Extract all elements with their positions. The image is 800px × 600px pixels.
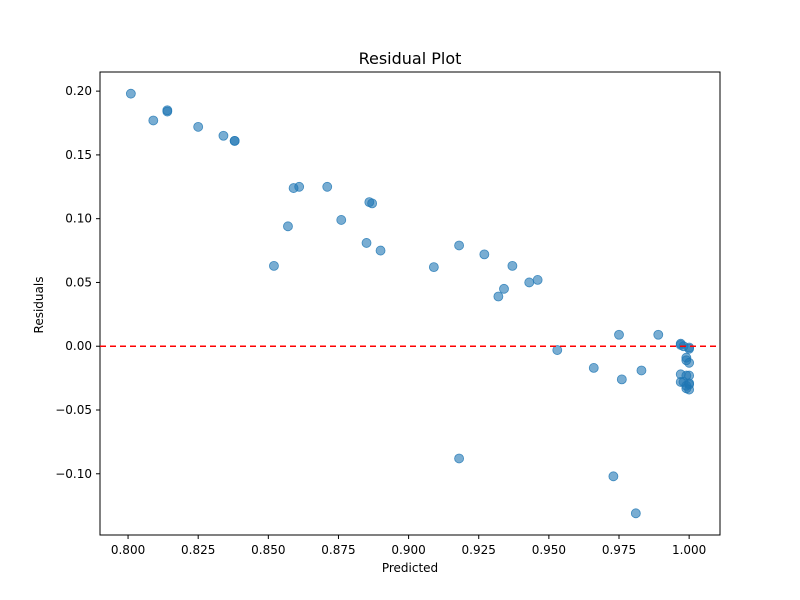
- scatter-point: [499, 283, 509, 294]
- x-tick-label: 0.875: [321, 543, 355, 557]
- x-tick-label: 0.800: [111, 543, 145, 557]
- scatter-point: [336, 215, 347, 225]
- scatter-point: [616, 374, 627, 385]
- scatter-point: [552, 345, 563, 355]
- x-axis: 0.800 0.825 0.850 0.875 0.900 0.925 0.950 0.975…: [111, 535, 706, 557]
- scatter-point: [294, 181, 305, 192]
- plot-area: [99, 71, 721, 536]
- x-tick-label: 0.825: [181, 543, 215, 557]
- y-axis-label: Residuals: [32, 277, 46, 334]
- scatter-point: [524, 277, 535, 288]
- scatter-point: [322, 181, 333, 192]
- scatter-point: [636, 365, 647, 376]
- x-axis-label: Predicted: [382, 561, 438, 575]
- x-tick-label: 1.000: [672, 543, 706, 557]
- scatter-point: [507, 260, 518, 271]
- scatter-point: [684, 378, 695, 389]
- scatter-point: [361, 238, 372, 248]
- scatter-point: [588, 363, 599, 373]
- scatter-point: [375, 245, 386, 256]
- y-tick-label: −0.10: [55, 467, 92, 481]
- scatter-point: [454, 240, 464, 251]
- scatter-point: [229, 135, 240, 146]
- y-axis: 0.20 0.15 0.10 0.05 0.00 −0.05 −0.10: [55, 84, 100, 481]
- scatter-point: [125, 88, 136, 99]
- y-tick-label: −0.05: [55, 403, 92, 417]
- scatter-point: [454, 453, 464, 464]
- scatter-point: [148, 115, 159, 126]
- scatter-point: [684, 342, 695, 353]
- scatter-point: [608, 471, 619, 482]
- scatter-point: [630, 508, 641, 519]
- x-tick-label: 0.900: [391, 543, 425, 557]
- scatter-point: [367, 198, 378, 209]
- scatter-point: [532, 275, 543, 285]
- y-tick-label: 0.15: [65, 148, 92, 162]
- x-tick-label: 0.975: [602, 543, 636, 557]
- scatter-point: [653, 329, 664, 340]
- y-tick-label: 0.10: [65, 212, 92, 226]
- scatter-point: [684, 357, 695, 368]
- x-tick-label: 0.850: [251, 543, 285, 557]
- scatter-point: [493, 291, 504, 302]
- chart-title: Residual Plot: [359, 49, 462, 68]
- y-tick-label: 0.05: [65, 275, 92, 289]
- y-tick-label: 0.00: [65, 339, 92, 353]
- scatter-point: [193, 121, 204, 132]
- y-tick-label: 0.20: [65, 84, 92, 98]
- scatter-point: [428, 262, 439, 273]
- x-tick-label: 0.925: [462, 543, 496, 557]
- scatter-point: [283, 221, 293, 232]
- axes-frame: [99, 71, 721, 536]
- x-tick-label: 0.950: [532, 543, 566, 557]
- scatter-point: [479, 249, 490, 260]
- scatter-point: [614, 329, 624, 340]
- scatter-point: [162, 106, 173, 117]
- scatter-point: [218, 130, 229, 141]
- scatter-point: [269, 260, 279, 271]
